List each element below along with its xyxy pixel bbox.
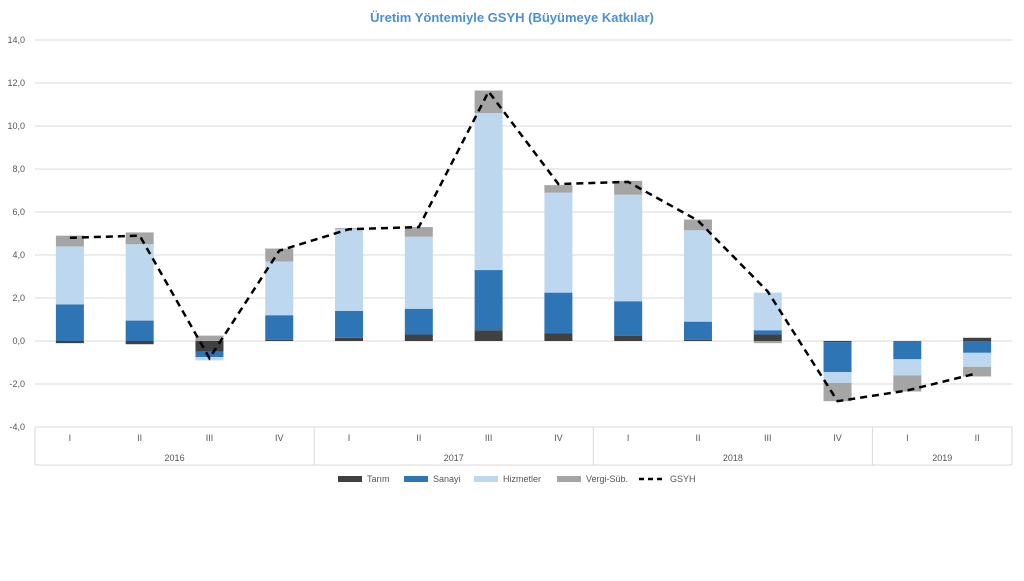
bar-segment	[963, 341, 992, 353]
bars	[55, 90, 992, 402]
gsyh-line-path	[69, 89, 978, 403]
bar-segment	[55, 341, 84, 344]
x-tick-label: II	[975, 433, 980, 443]
bar-segment	[683, 339, 712, 341]
y-tick-label: 6,0	[12, 207, 25, 217]
bar-segment	[893, 359, 922, 376]
bar-segment	[55, 304, 84, 341]
legend-label: GSYH	[670, 474, 696, 484]
bar-segment	[265, 315, 294, 340]
y-axis-ticks: -4,0 -2,0 0,0 2,0 4,0 6,0 8,0 10,0 12,0 14,0	[7, 35, 25, 432]
bar-segment	[963, 366, 992, 377]
x-tick-label: IV	[833, 433, 842, 443]
x-tick-label: II	[695, 433, 700, 443]
bar-segment	[265, 261, 294, 316]
legend-label: Tarım	[367, 474, 390, 484]
legend-swatch	[338, 476, 362, 482]
bar-segment	[125, 341, 154, 345]
bar-segment	[404, 227, 433, 237]
legend: Tarım Sanayi Hizmetler Vergi-Süb. GSYH	[338, 474, 696, 484]
y-tick-label: -4,0	[9, 422, 25, 432]
y-tick-label: 4,0	[12, 250, 25, 260]
x-tick-label: III	[764, 433, 772, 443]
bar-segment	[823, 341, 852, 343]
bar-segment	[963, 337, 992, 341]
x-year-label: 2017	[444, 453, 464, 463]
y-tick-label: 0,0	[12, 336, 25, 346]
x-tick-label: I	[627, 433, 630, 443]
bar-segment	[683, 230, 712, 322]
bar-segment	[265, 339, 294, 341]
bar-segment	[683, 321, 712, 340]
bar-segment	[753, 341, 782, 344]
x-tick-label: I	[69, 433, 72, 443]
bar-segment	[544, 333, 573, 341]
legend-label: Hizmetler	[503, 474, 541, 484]
legend-swatch	[474, 476, 498, 482]
y-tick-label: 10,0	[7, 121, 25, 131]
bar-segment	[893, 341, 922, 360]
x-tick-label: III	[485, 433, 493, 443]
gsyh-line	[69, 89, 978, 403]
bar-segment	[335, 337, 364, 341]
bar-segment	[823, 372, 852, 383]
bar-segment	[474, 270, 503, 331]
bar-segment	[195, 351, 224, 358]
legend-swatch	[557, 476, 581, 482]
bar-segment	[335, 310, 364, 338]
y-tick-label: -2,0	[9, 379, 25, 389]
bar-segment	[404, 236, 433, 309]
y-tick-label: 2,0	[12, 293, 25, 303]
bar-segment	[125, 244, 154, 321]
y-tick-label: 14,0	[7, 35, 25, 45]
bar-segment	[125, 320, 154, 341]
x-year-label: 2019	[932, 453, 952, 463]
bar-segment	[963, 352, 992, 367]
bar-segment	[753, 292, 782, 331]
bar-segment	[55, 246, 84, 305]
bar-segment	[195, 341, 224, 352]
bar-segment	[474, 330, 503, 341]
bar-segment	[55, 235, 84, 247]
bar-segment	[614, 180, 643, 195]
bar-segment	[753, 334, 782, 341]
bar-segment	[893, 375, 922, 392]
bar-segment	[544, 192, 573, 293]
bar-segment	[753, 330, 782, 335]
bar-segment	[474, 113, 503, 271]
x-year-label: 2018	[723, 453, 743, 463]
bar-segment	[404, 308, 433, 335]
legend-label: Vergi-Süb.	[586, 474, 628, 484]
x-tick-label: I	[348, 433, 351, 443]
x-tick-label: I	[906, 433, 909, 443]
bar-segment	[544, 292, 573, 334]
x-tick-label: II	[416, 433, 421, 443]
bar-segment	[195, 335, 224, 341]
bar-segment	[265, 248, 294, 262]
x-tick-label: III	[206, 433, 214, 443]
bar-segment	[544, 185, 573, 193]
bar-segment	[614, 194, 643, 302]
bar-segment	[404, 334, 433, 341]
bar-segment	[823, 382, 852, 402]
x-tick-label: IV	[275, 433, 284, 443]
chart-title: Üretim Yöntemiyle GSYH (Büyümeye Katkıla…	[370, 10, 654, 25]
bar-segment	[614, 301, 643, 336]
bar-segment	[614, 335, 643, 341]
x-year-label: 2016	[165, 453, 185, 463]
bar-segment	[125, 232, 154, 245]
x-tick-label: II	[137, 433, 142, 443]
gridlines	[35, 39, 1012, 428]
y-tick-label: 12,0	[7, 78, 25, 88]
x-tick-label: IV	[554, 433, 563, 443]
y-tick-label: 8,0	[12, 164, 25, 174]
bar-segment	[335, 229, 364, 311]
bar-segment	[683, 219, 712, 231]
bar-segment	[823, 342, 852, 373]
legend-swatch	[404, 476, 428, 482]
legend-label: Sanayi	[433, 474, 461, 484]
